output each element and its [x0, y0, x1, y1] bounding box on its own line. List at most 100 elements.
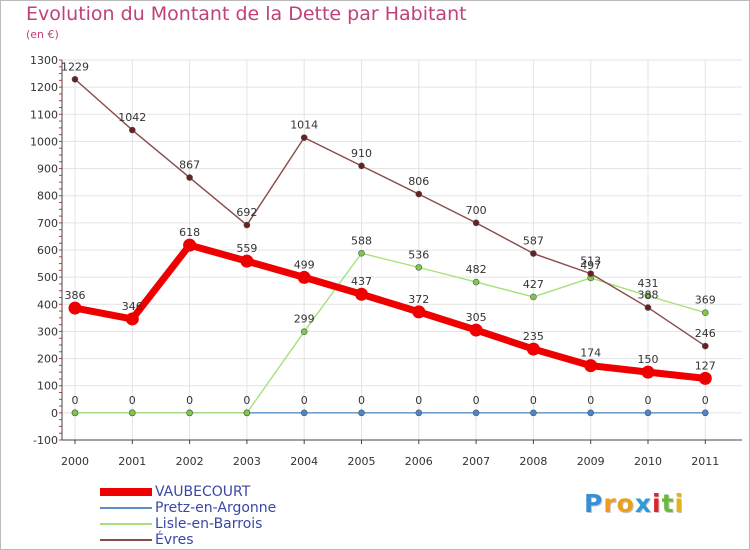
y-tick-label: 1000	[30, 135, 58, 148]
logo-letter: i	[674, 489, 685, 518]
data-label: 437	[351, 275, 372, 288]
data-point	[584, 359, 598, 373]
data-point	[530, 409, 537, 417]
data-point	[300, 134, 308, 141]
logo-letter: t	[661, 489, 675, 518]
data-label: 700	[466, 204, 487, 217]
data-label: 559	[236, 242, 257, 255]
data-label: 587	[523, 235, 544, 248]
data-label: 0	[129, 394, 136, 407]
data-label: 1042	[118, 111, 146, 124]
data-point	[240, 254, 254, 268]
chart-unit-label: (en €)	[26, 28, 59, 41]
legend-swatch	[100, 523, 152, 525]
line-chart: -100010020030040050060070080090010001100…	[30, 54, 742, 468]
data-point	[641, 365, 655, 379]
logo-letter: P	[584, 489, 604, 518]
data-point	[243, 409, 251, 417]
data-point	[300, 409, 308, 417]
data-label: 0	[243, 394, 250, 407]
data-point	[644, 304, 652, 311]
y-tick-label: 200	[37, 353, 58, 366]
data-point	[415, 264, 423, 271]
legend: VAUBECOURT Pretz-en-Argonne Lisle-en-Barro…	[100, 484, 276, 548]
data-label: 0	[530, 394, 537, 407]
data-point	[472, 409, 480, 417]
data-label: 0	[186, 394, 193, 407]
x-tick-label: 2004	[290, 455, 318, 468]
y-tick-label: 700	[37, 217, 58, 230]
data-label: 372	[408, 293, 429, 306]
logo-letter: x	[634, 489, 652, 518]
data-label: 536	[408, 248, 429, 261]
data-label: 299	[294, 313, 315, 326]
series-line--vres	[74, 78, 706, 347]
legend-label: VAUBECOURT	[155, 484, 251, 500]
data-point	[297, 270, 311, 284]
data-label: 235	[523, 330, 544, 343]
data-label: 346	[122, 300, 143, 313]
data-label: 1229	[61, 60, 89, 73]
x-tick-label: 2000	[61, 455, 89, 468]
logo-letter: o	[616, 489, 635, 518]
data-label: 386	[65, 289, 86, 302]
data-point	[530, 250, 537, 257]
data-label: 388	[638, 289, 659, 302]
data-label: 497	[580, 259, 601, 272]
legend-swatch	[100, 488, 152, 496]
y-tick-label: 400	[37, 298, 58, 311]
data-label: 0	[72, 394, 79, 407]
data-point	[587, 270, 595, 277]
data-point	[358, 162, 365, 170]
data-label: 174	[580, 347, 601, 360]
y-tick-label: 600	[37, 244, 58, 257]
x-tick-label: 2001	[118, 455, 146, 468]
data-label: 513	[580, 255, 601, 268]
data-label: 867	[179, 159, 200, 172]
data-point	[644, 292, 652, 300]
data-label: 0	[645, 394, 652, 407]
x-tick-label: 2002	[176, 455, 204, 468]
legend-label: Lisle-en-Barrois	[155, 516, 263, 532]
data-label: 431	[638, 277, 659, 290]
y-tick-label: 100	[37, 380, 58, 393]
proxiti-logo: Proxiti	[584, 489, 684, 518]
x-tick-label: 2009	[577, 455, 605, 468]
data-point	[300, 328, 308, 336]
y-tick-label: 800	[37, 190, 58, 203]
data-point	[701, 309, 709, 317]
data-label: 0	[702, 394, 709, 407]
data-label: 0	[473, 394, 480, 407]
legend-swatch	[100, 539, 152, 541]
axes: -100010020030040050060070080090010001100…	[30, 54, 742, 468]
series-line-lisle-en-barrois	[75, 252, 706, 414]
data-point	[469, 323, 483, 337]
y-tick-label: 1100	[30, 108, 58, 121]
x-tick-label: 2003	[233, 455, 261, 468]
data-label: 588	[351, 234, 372, 247]
data-label: 618	[179, 226, 200, 239]
data-point	[68, 301, 82, 315]
data-point	[71, 409, 79, 417]
data-label: 0	[415, 394, 422, 407]
y-tick-label: 900	[37, 163, 58, 176]
data-point	[71, 75, 79, 83]
data-point	[701, 342, 709, 350]
data-label: 0	[587, 394, 594, 407]
data-label: 369	[695, 294, 716, 307]
data-point	[358, 409, 365, 417]
data-point	[701, 409, 709, 417]
y-tick-label: 1200	[30, 81, 58, 94]
data-point	[415, 409, 423, 417]
grid	[62, 59, 742, 441]
x-tick-label: 2006	[405, 455, 433, 468]
legend-swatch	[100, 507, 152, 509]
y-tick-label: 1300	[30, 54, 58, 67]
data-label: 0	[301, 394, 308, 407]
data-label: 692	[236, 206, 257, 219]
legend-label: Pretz-en-Argonne	[155, 500, 277, 516]
data-label: 427	[523, 278, 544, 291]
data-label: 499	[294, 258, 315, 271]
y-tick-label: -100	[33, 434, 58, 447]
